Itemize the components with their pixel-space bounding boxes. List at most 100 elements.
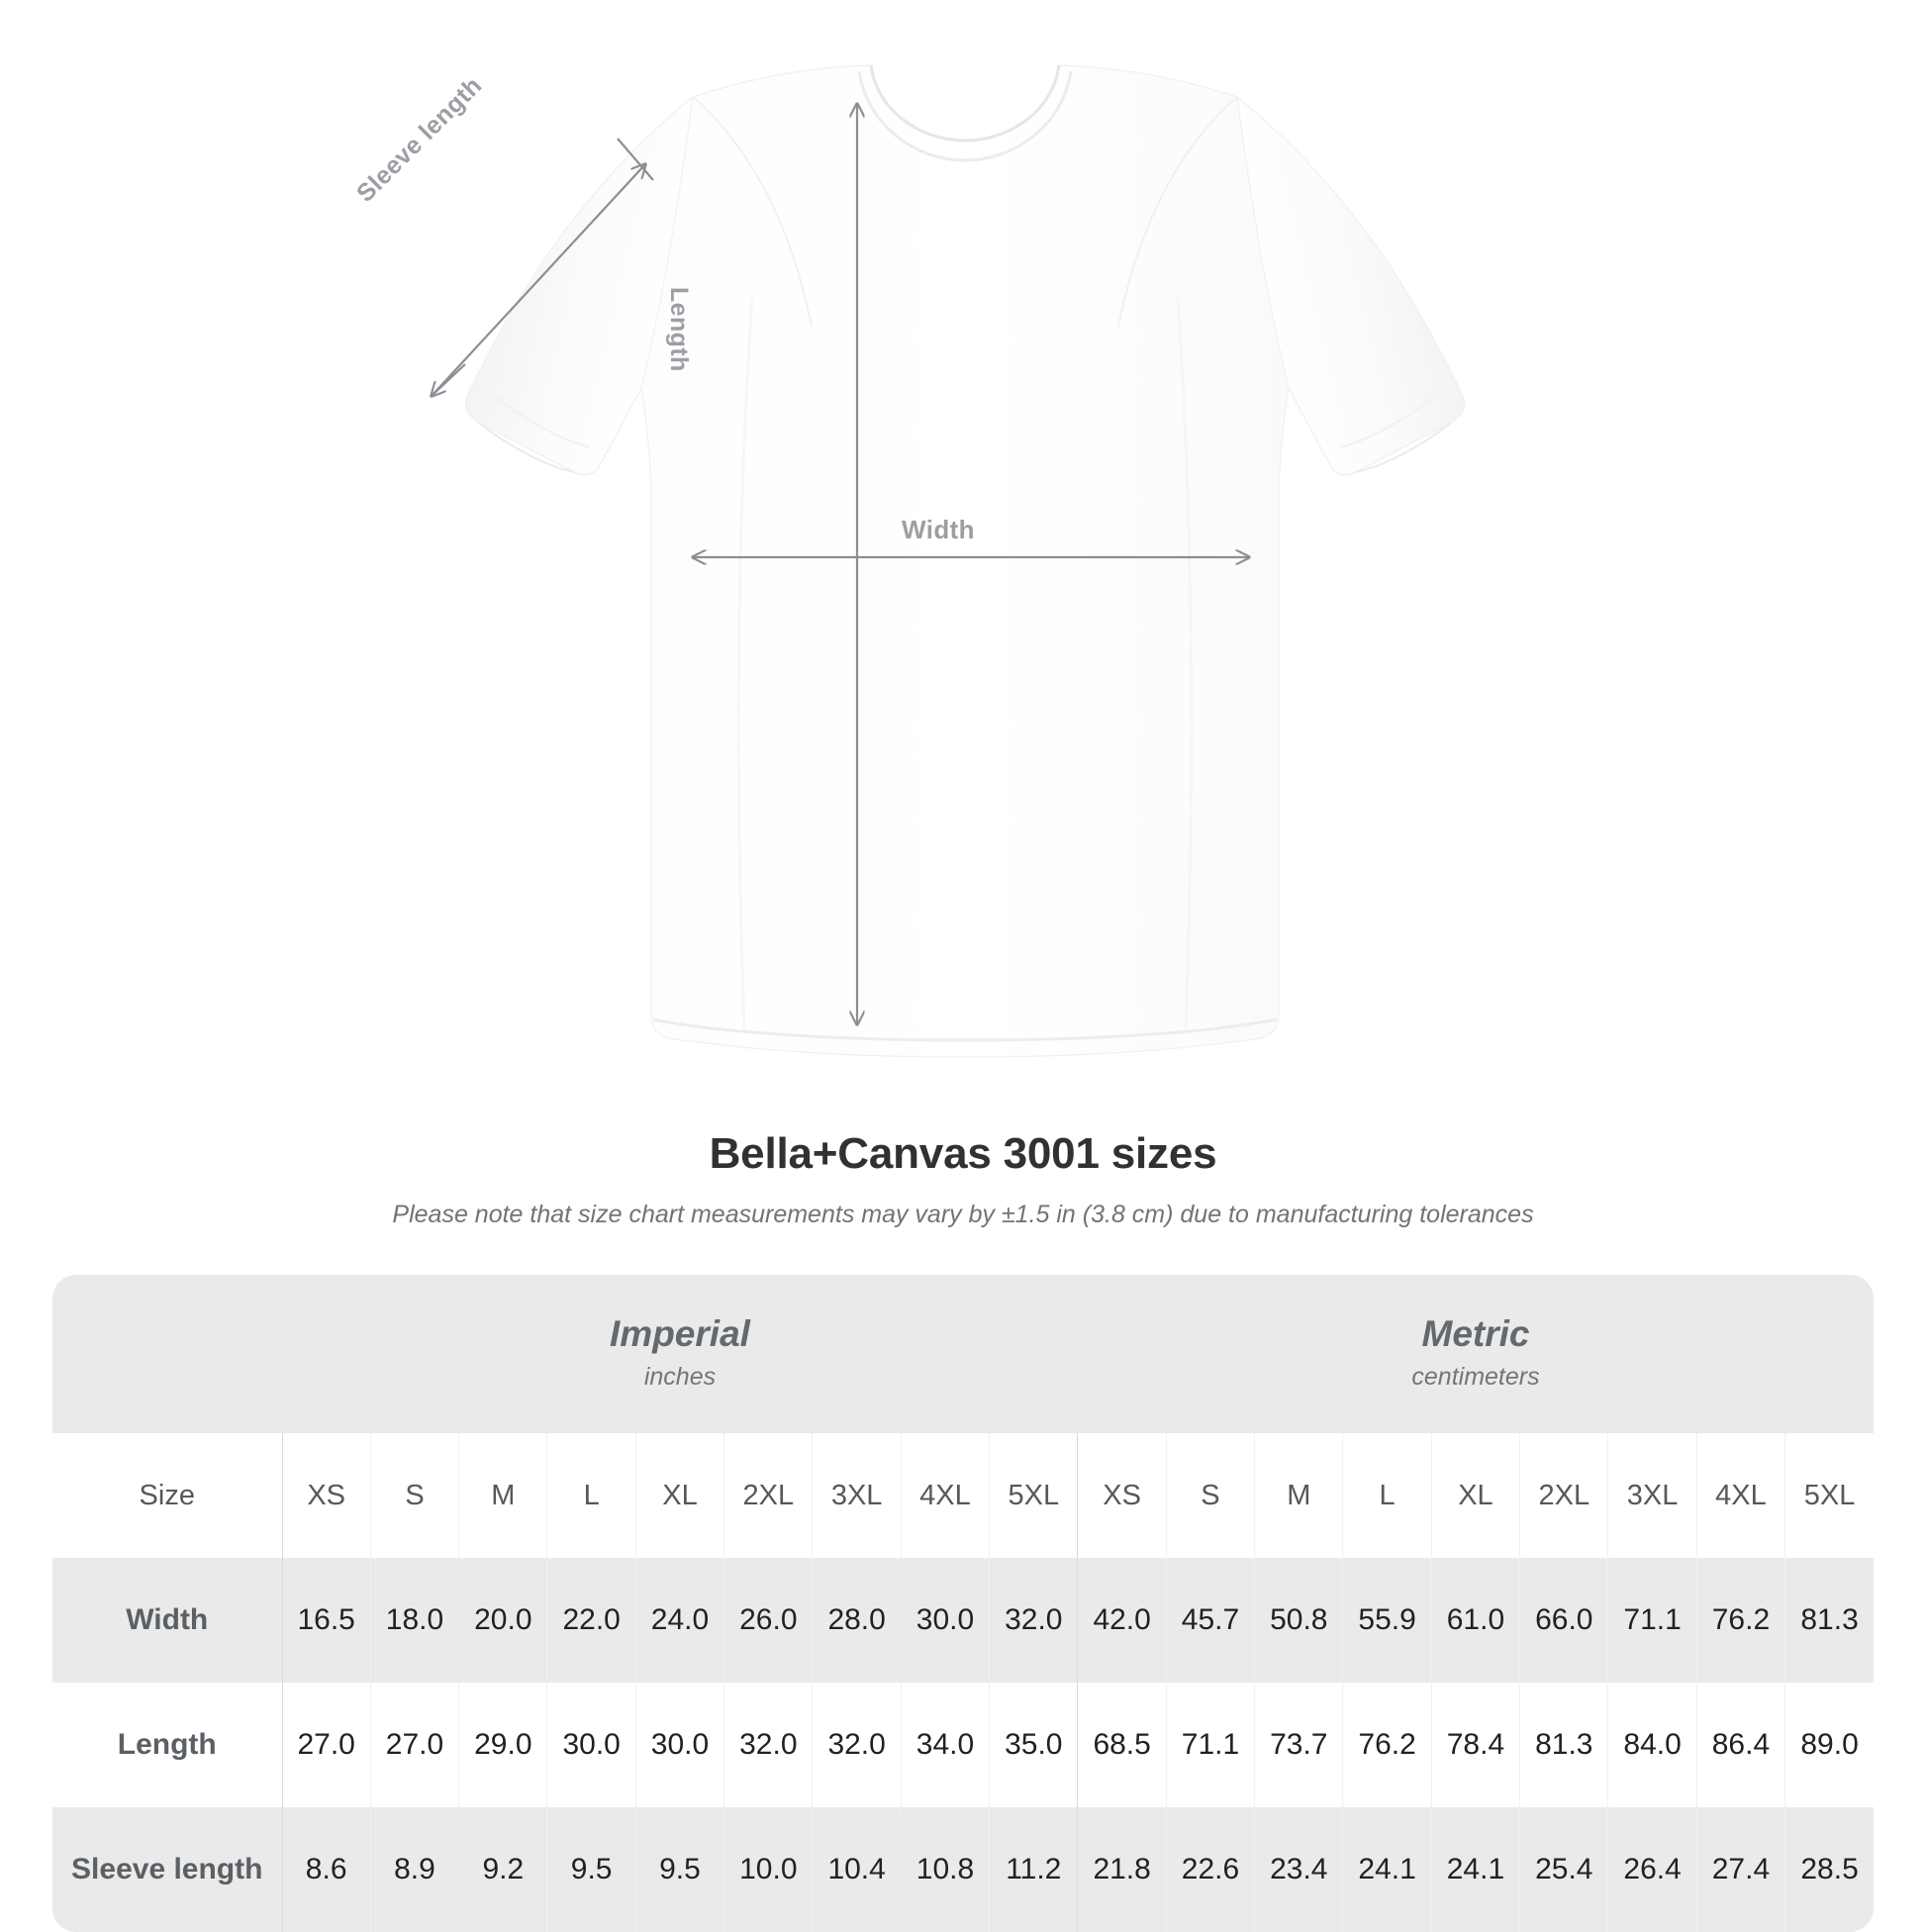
row-label-sleeve-length: Sleeve length bbox=[52, 1807, 282, 1932]
cell: 45.7 bbox=[1165, 1558, 1255, 1683]
cell: 42.0 bbox=[1077, 1558, 1167, 1683]
tshirt-illustration: Sleeve length Length Width bbox=[0, 64, 1466, 1058]
cell: 11.2 bbox=[989, 1807, 1078, 1932]
cell: 9.2 bbox=[458, 1807, 547, 1932]
size-col-met-xs: XS bbox=[1077, 1433, 1167, 1558]
cell: 10.4 bbox=[812, 1807, 902, 1932]
cell: 71.1 bbox=[1165, 1683, 1255, 1807]
cell: 20.0 bbox=[458, 1558, 547, 1683]
sleeve-tick-bottom bbox=[431, 363, 466, 397]
size-col-met-l: L bbox=[1342, 1433, 1432, 1558]
cell: 22.0 bbox=[546, 1558, 636, 1683]
cell: 8.9 bbox=[369, 1807, 459, 1932]
row-label-length: Length bbox=[52, 1683, 282, 1807]
size-table-wrapper: Imperial inches Metric centimeters Size … bbox=[52, 1275, 1875, 1932]
cell: 76.2 bbox=[1695, 1558, 1785, 1683]
tshirt-body-shape bbox=[464, 64, 1466, 1058]
cell: 27.4 bbox=[1695, 1807, 1785, 1932]
size-col-met-3xl: 3XL bbox=[1607, 1433, 1697, 1558]
cell: 50.8 bbox=[1254, 1558, 1343, 1683]
sleeve-tick-top bbox=[617, 138, 654, 181]
unit-sub-imperial: inches bbox=[643, 1362, 717, 1391]
cell: 84.0 bbox=[1607, 1683, 1697, 1807]
size-col-imp-3xl: 3XL bbox=[812, 1433, 902, 1558]
sleeve-length-arrow bbox=[432, 164, 645, 396]
cell: 61.0 bbox=[1430, 1558, 1520, 1683]
cell: 32.0 bbox=[989, 1558, 1078, 1683]
unit-sub-metric: centimeters bbox=[1411, 1362, 1540, 1391]
cell: 26.4 bbox=[1607, 1807, 1697, 1932]
cell: 55.9 bbox=[1342, 1558, 1432, 1683]
cell: 68.5 bbox=[1077, 1683, 1167, 1807]
size-col-met-s: S bbox=[1165, 1433, 1255, 1558]
cell: 10.0 bbox=[723, 1807, 813, 1932]
cell: 26.0 bbox=[723, 1558, 813, 1683]
cell: 8.6 bbox=[281, 1807, 371, 1932]
cell: 66.0 bbox=[1519, 1558, 1608, 1683]
cell: 28.5 bbox=[1784, 1807, 1875, 1932]
cell: 86.4 bbox=[1695, 1683, 1785, 1807]
cell: 32.0 bbox=[812, 1683, 902, 1807]
unit-header-spacer bbox=[52, 1275, 282, 1433]
length-label: Length bbox=[665, 287, 693, 372]
unit-name-metric: Metric bbox=[1421, 1313, 1530, 1355]
size-col-met-4xl: 4XL bbox=[1695, 1433, 1785, 1558]
cell: 24.0 bbox=[634, 1558, 724, 1683]
cell: 29.0 bbox=[458, 1683, 547, 1807]
width-label: Width bbox=[902, 515, 975, 544]
table-row: Sleeve length 8.6 8.9 9.2 9.5 9.5 10.0 1… bbox=[52, 1807, 1875, 1932]
size-header-row: Size XS S M L XL 2XL 3XL 4XL 5XL XS S M … bbox=[52, 1433, 1875, 1558]
cell: 23.4 bbox=[1254, 1807, 1343, 1932]
cell: 30.0 bbox=[546, 1683, 636, 1807]
tolerance-note: Please note that size chart measurements… bbox=[392, 1200, 1534, 1228]
cell: 89.0 bbox=[1784, 1683, 1875, 1807]
cell: 25.4 bbox=[1519, 1807, 1608, 1932]
cell: 21.8 bbox=[1077, 1807, 1167, 1932]
size-header-label: Size bbox=[52, 1433, 282, 1558]
cell: 76.2 bbox=[1342, 1683, 1432, 1807]
cell: 22.6 bbox=[1165, 1807, 1255, 1932]
size-col-met-5xl: 5XL bbox=[1784, 1433, 1875, 1558]
cell: 16.5 bbox=[281, 1558, 371, 1683]
cell: 24.1 bbox=[1342, 1807, 1432, 1932]
unit-header-row: Imperial inches Metric centimeters bbox=[52, 1275, 1875, 1433]
size-col-imp-s: S bbox=[369, 1433, 459, 1558]
size-col-imp-4xl: 4XL bbox=[900, 1433, 990, 1558]
table-row: Width 16.5 18.0 20.0 22.0 24.0 26.0 28.0… bbox=[52, 1558, 1875, 1683]
tshirt-svg bbox=[0, 64, 1466, 1058]
size-col-imp-xs: XS bbox=[281, 1433, 371, 1558]
size-col-imp-xl: XL bbox=[634, 1433, 724, 1558]
cell: 30.0 bbox=[634, 1683, 724, 1807]
cell: 9.5 bbox=[634, 1807, 724, 1932]
cell: 30.0 bbox=[900, 1558, 990, 1683]
cell: 73.7 bbox=[1254, 1683, 1343, 1807]
cell: 71.1 bbox=[1607, 1558, 1697, 1683]
size-col-imp-l: L bbox=[546, 1433, 636, 1558]
unit-name-imperial: Imperial bbox=[610, 1313, 750, 1355]
size-col-met-m: M bbox=[1254, 1433, 1343, 1558]
cell: 32.0 bbox=[723, 1683, 813, 1807]
cell: 18.0 bbox=[369, 1558, 459, 1683]
unit-group-imperial: Imperial inches bbox=[282, 1275, 1078, 1433]
cell: 27.0 bbox=[369, 1683, 459, 1807]
cell: 81.3 bbox=[1519, 1683, 1608, 1807]
title-block: Bella+Canvas 3001 sizes Please note that… bbox=[0, 1128, 1926, 1230]
cell: 34.0 bbox=[900, 1683, 990, 1807]
row-label-width: Width bbox=[52, 1558, 282, 1683]
cell: 78.4 bbox=[1430, 1683, 1520, 1807]
cell: 35.0 bbox=[989, 1683, 1078, 1807]
size-col-imp-2xl: 2XL bbox=[723, 1433, 813, 1558]
unit-group-metric: Metric centimeters bbox=[1077, 1275, 1875, 1433]
table-row: Length 27.0 27.0 29.0 30.0 30.0 32.0 32.… bbox=[52, 1683, 1875, 1807]
measurement-arrows bbox=[432, 104, 1249, 1024]
cell: 24.1 bbox=[1430, 1807, 1520, 1932]
cell: 81.3 bbox=[1784, 1558, 1875, 1683]
page-title: Bella+Canvas 3001 sizes bbox=[709, 1129, 1217, 1178]
cell: 9.5 bbox=[546, 1807, 636, 1932]
size-col-imp-5xl: 5XL bbox=[989, 1433, 1078, 1558]
size-col-met-xl: XL bbox=[1430, 1433, 1520, 1558]
cell: 27.0 bbox=[281, 1683, 371, 1807]
size-table: Imperial inches Metric centimeters Size … bbox=[52, 1275, 1875, 1932]
size-col-met-2xl: 2XL bbox=[1519, 1433, 1608, 1558]
